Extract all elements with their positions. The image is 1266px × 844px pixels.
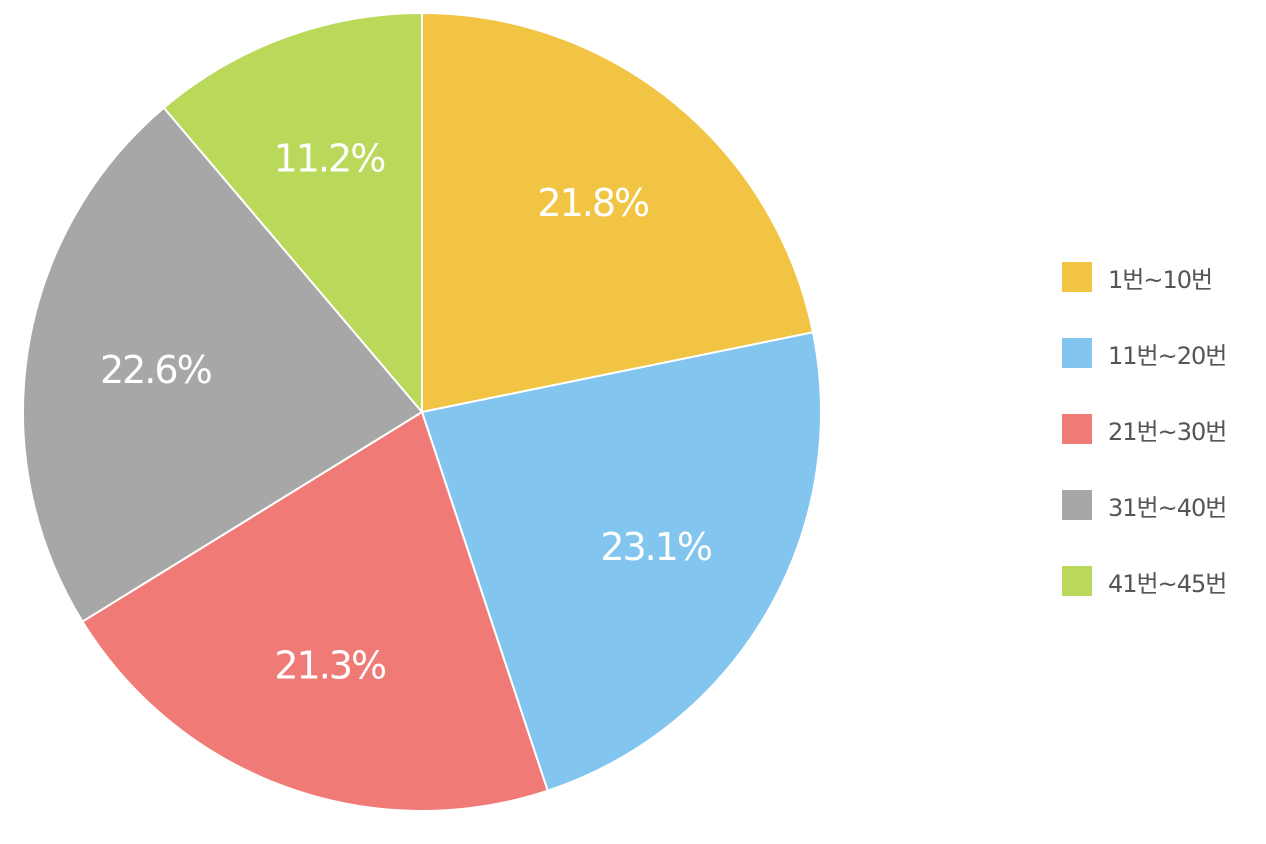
pie-value-label-5: 11.2% [274,137,386,181]
legend-label: 1번~10번 [1108,265,1213,294]
pie-value-labels: 21.8% 23.1% 21.3% 22.6% 11.2% [100,137,714,688]
legend-label: 11번~20번 [1108,341,1227,370]
pie-value-label-1: 21.8% [537,181,649,225]
pie-slice-5 [162,11,423,415]
pie-chart: 21.8% 23.1% 21.3% 22.6% 11.2% [22,11,822,812]
pie-value-label-2: 23.1% [600,525,712,569]
legend-swatch [1062,414,1092,444]
legend-item-4: 31번~40번 [1062,484,1262,526]
pie-value-label-4: 22.6% [100,348,212,392]
pie-slice-4 [22,106,424,623]
pie-slices [22,11,822,812]
legend-label: 21번~30번 [1108,417,1227,446]
legend-swatch [1062,566,1092,596]
legend: 1번~10번 11번~20번 21번~30번 31번~40번 41번~45번 [1062,256,1262,636]
pie-value-label-3: 21.3% [274,644,386,688]
legend-item-3: 21번~30번 [1062,408,1262,450]
pie-slice-2 [420,331,822,792]
legend-item-5: 41번~45번 [1062,560,1262,602]
legend-item-1: 1번~10번 [1062,256,1262,298]
legend-swatch [1062,338,1092,368]
legend-swatch [1062,490,1092,520]
legend-label: 41번~45번 [1108,569,1227,598]
legend-item-2: 11번~20번 [1062,332,1262,374]
legend-label: 31번~40번 [1108,493,1227,522]
pie-slice-3 [81,410,549,812]
pie-slice-1 [421,11,815,414]
legend-swatch [1062,262,1092,292]
